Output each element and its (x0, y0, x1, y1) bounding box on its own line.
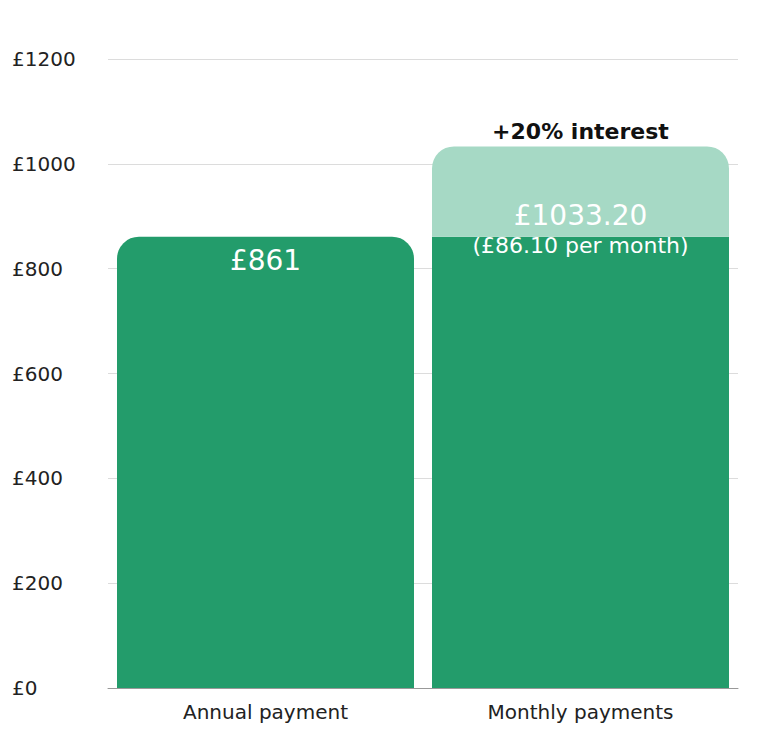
svg-text:+20% interest: +20% interest (492, 119, 669, 144)
svg-text:£400: £400 (12, 466, 63, 490)
svg-text:£800: £800 (12, 257, 63, 281)
svg-text:£1200: £1200 (12, 47, 76, 71)
svg-text:Annual payment: Annual payment (183, 700, 348, 724)
svg-text:£861: £861 (230, 244, 301, 277)
svg-text:£1000: £1000 (12, 152, 76, 176)
svg-text:£0: £0 (12, 676, 37, 700)
svg-text:£1033.20: £1033.20 (514, 199, 648, 232)
svg-text:(£86.10 per month): (£86.10 per month) (472, 233, 688, 258)
svg-text:£200: £200 (12, 571, 63, 595)
svg-text:£600: £600 (12, 362, 63, 386)
svg-text:Monthly payments: Monthly payments (488, 700, 674, 724)
